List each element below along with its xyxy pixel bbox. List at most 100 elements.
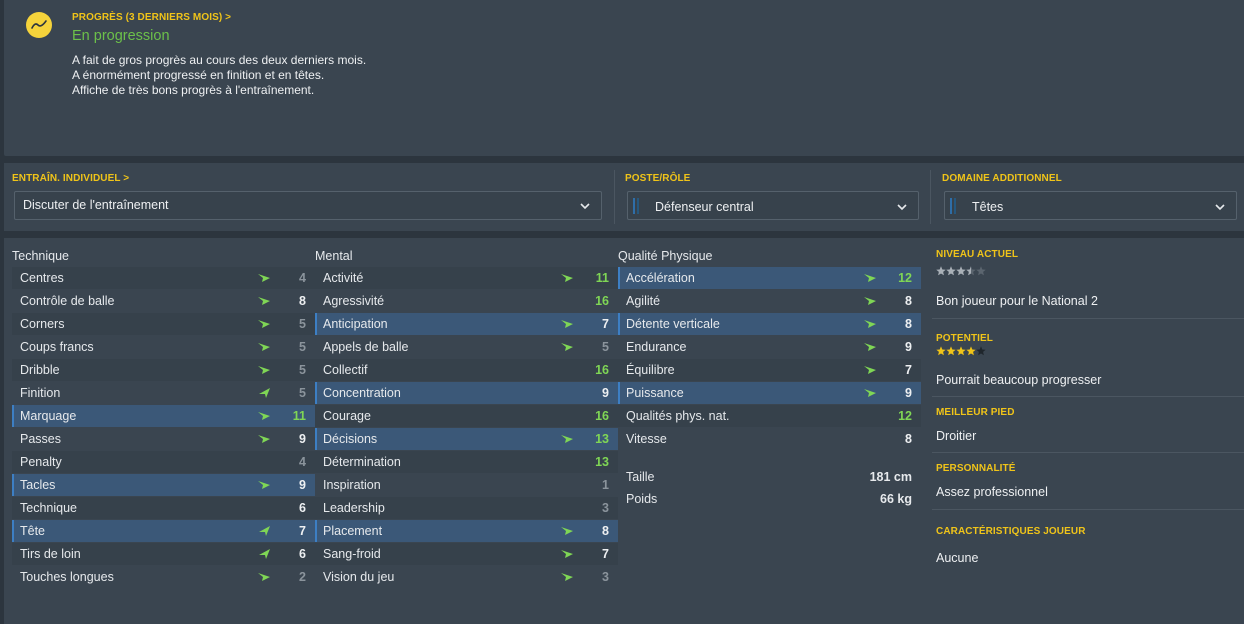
attribute-row[interactable]: Placement 8 [315, 520, 618, 542]
weight-row: Poids 66 kg [618, 488, 921, 510]
attribute-row[interactable]: Corners 5 [12, 313, 315, 335]
progress-arrow-icon [561, 573, 573, 581]
attribute-row[interactable]: Équilibre 7 [618, 359, 921, 381]
attribute-row[interactable]: Touches longues 2 [12, 566, 315, 588]
progress-arrow-icon [864, 297, 876, 305]
progress-status: En progression [72, 28, 170, 44]
role-dropdown[interactable]: Défenseur central [627, 191, 919, 220]
progress-arrow-icon [864, 389, 876, 397]
role-block: POSTE/RÔLE Défenseur central [617, 163, 929, 231]
weight-label: Poids [626, 492, 658, 506]
attribute-name: Tirs de loin [20, 547, 81, 561]
attribute-row[interactable]: Vision du jeu 3 [315, 566, 618, 588]
additional-dropdown[interactable]: Têtes [944, 191, 1237, 220]
attribute-row[interactable]: Sang-froid 7 [315, 543, 618, 565]
attribute-row[interactable]: Passes 9 [12, 428, 315, 450]
dropdown-value: Discuter de l'entraînement [23, 198, 169, 212]
attribute-row[interactable]: Inspiration 1 [315, 474, 618, 496]
attribute-row[interactable]: Centres 4 [12, 267, 315, 289]
attribute-row[interactable]: Activité 11 [315, 267, 618, 289]
attribute-name: Touches longues [20, 570, 114, 584]
role-marker-icon [633, 198, 641, 214]
attribute-row[interactable]: Technique 6 [12, 497, 315, 519]
attribute-name: Tacles [20, 478, 56, 492]
star-filled-icon [976, 266, 986, 276]
attribute-value: 7 [299, 524, 306, 538]
attribute-name: Coups francs [20, 340, 94, 354]
attribute-value: 16 [595, 294, 609, 308]
player-traits-text: Aucune [936, 551, 979, 565]
attribute-row[interactable]: Dribble 5 [12, 359, 315, 381]
attribute-row[interactable]: Contrôle de balle 8 [12, 290, 315, 312]
potential-stars [936, 345, 986, 357]
additional-block: DOMAINE ADDITIONNEL Têtes [934, 163, 1244, 231]
progress-line: A fait de gros progrès au cours des deux… [72, 53, 367, 67]
attribute-row[interactable]: Penalty 4 [12, 451, 315, 473]
attribute-value: 7 [602, 547, 609, 561]
attribute-row[interactable]: Vitesse 8 [618, 428, 921, 450]
progress-arrow-icon [561, 343, 573, 351]
attribute-row[interactable]: Puissance 9 [618, 382, 921, 404]
attribute-row[interactable]: Détermination 13 [315, 451, 618, 473]
progress-arrow-icon [258, 320, 270, 328]
attribute-row[interactable]: Courage 16 [315, 405, 618, 427]
additional-label: DOMAINE ADDITIONNEL [942, 173, 1062, 184]
current-level-text: Bon joueur pour le National 2 [936, 294, 1098, 308]
chevron-down-icon [580, 203, 590, 210]
height-row: Taille 181 cm [618, 466, 921, 488]
attribute-row[interactable]: Collectif 16 [315, 359, 618, 381]
attribute-row[interactable]: Décisions 13 [315, 428, 618, 450]
attribute-name: Concentration [323, 386, 401, 400]
attribute-value: 9 [602, 386, 609, 400]
progress-arrow-icon [561, 527, 573, 535]
attribute-row[interactable]: Coups francs 5 [12, 336, 315, 358]
attribute-name: Qualités phys. nat. [626, 409, 730, 423]
attribute-value: 4 [299, 271, 306, 285]
attribute-row[interactable]: Concentration 9 [315, 382, 618, 404]
divider [932, 452, 1244, 453]
star-filled-icon [956, 346, 966, 356]
physical-title: Qualité Physique [618, 249, 713, 263]
progress-arrow-icon [258, 481, 270, 489]
strong-progress-arrow-icon [259, 388, 270, 398]
attribute-value: 3 [602, 570, 609, 584]
attribute-row[interactable]: Agilité 8 [618, 290, 921, 312]
attribute-value: 8 [905, 294, 912, 308]
best-foot-text: Droitier [936, 429, 977, 443]
attribute-value: 8 [299, 294, 306, 308]
attribute-row[interactable]: Accélération 12 [618, 267, 921, 289]
attribute-row[interactable]: Tacles 9 [12, 474, 315, 496]
attribute-row[interactable]: Appels de balle 5 [315, 336, 618, 358]
height-value: 181 cm [869, 470, 912, 484]
progress-line: A énormément progressé en finition et en… [72, 68, 325, 82]
star-icon [946, 346, 956, 356]
attribute-name: Inspiration [323, 478, 381, 492]
individual-training-dropdown[interactable]: Discuter de l'entraînement [14, 191, 602, 220]
attribute-value: 9 [299, 478, 306, 492]
attribute-row[interactable]: Endurance 9 [618, 336, 921, 358]
dropdown-value: Défenseur central [655, 200, 754, 214]
star-filled-icon [946, 346, 956, 356]
attribute-row[interactable]: Tête 7 [12, 520, 315, 542]
progress-link[interactable]: PROGRÈS (3 DERNIERS MOIS) > [72, 12, 232, 23]
individual-training-link[interactable]: ENTRAÎN. INDIVIDUEL > [12, 173, 130, 184]
additional-marker-icon [950, 198, 958, 214]
attribute-row[interactable]: Finition 5 [12, 382, 315, 404]
star-icon [936, 346, 946, 356]
attribute-row[interactable]: Agressivité 16 [315, 290, 618, 312]
personality-text: Assez professionnel [936, 485, 1048, 499]
attribute-name: Tête [20, 524, 46, 538]
attribute-row[interactable]: Tirs de loin 6 [12, 543, 315, 565]
progress-panel: PROGRÈS (3 DERNIERS MOIS) > En progressi… [4, 0, 1244, 156]
attribute-row[interactable]: Qualités phys. nat. 12 [618, 405, 921, 427]
attribute-value: 12 [898, 409, 912, 423]
attribute-row[interactable]: Anticipation 7 [315, 313, 618, 335]
attribute-value: 13 [595, 455, 609, 469]
attribute-row[interactable]: Détente verticale 8 [618, 313, 921, 335]
attribute-name: Vision du jeu [323, 570, 395, 584]
divider [932, 396, 1244, 397]
attribute-row[interactable]: Marquage 11 [12, 405, 315, 427]
attribute-value: 12 [898, 271, 912, 285]
personality-label: PERSONNALITÉ [936, 463, 1016, 474]
attribute-row[interactable]: Leadership 3 [315, 497, 618, 519]
